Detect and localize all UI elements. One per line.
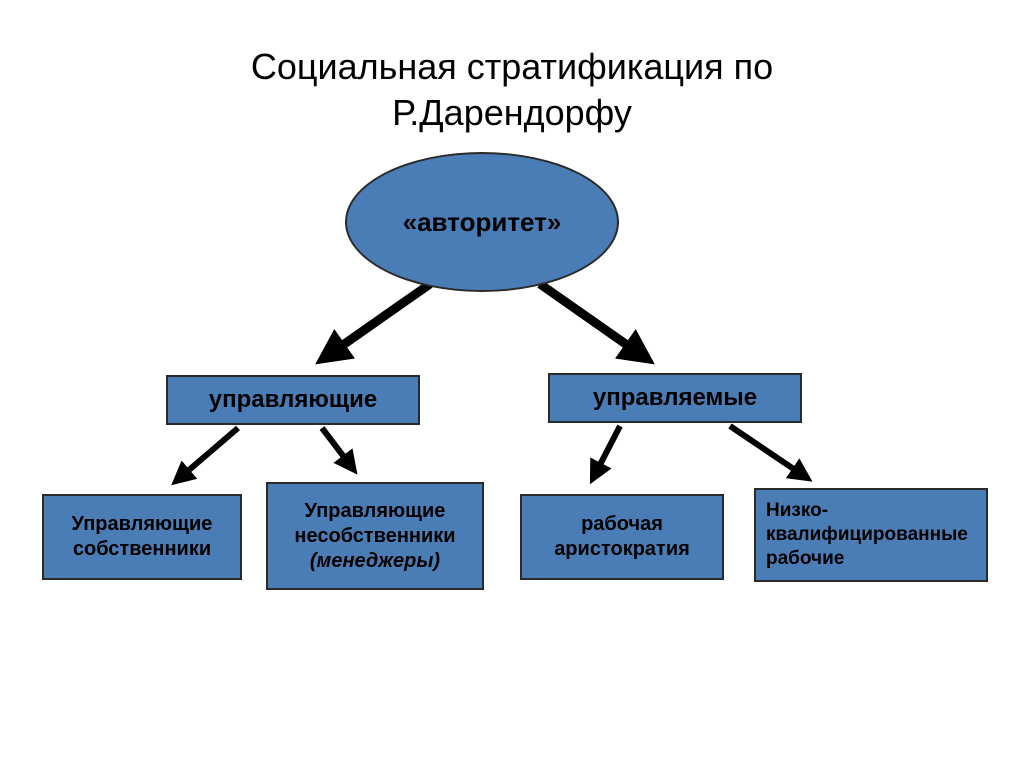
diagram-canvas: Социальная стратификация по Р.Дарендорфу…: [0, 0, 1024, 767]
node-labor-aristocracy: рабочаяаристократия: [520, 494, 724, 580]
node-root-label: «авторитет»: [403, 206, 562, 239]
node-labor-aristocracy-label: рабочаяаристократия: [554, 512, 690, 562]
node-managers-label: управляющие: [209, 385, 377, 415]
arrows-layer: [0, 0, 1024, 767]
node-managed-label: управляемые: [593, 383, 757, 413]
node-owner-managers: Управляющиесобственники: [42, 494, 242, 580]
node-managed: управляемые: [548, 373, 802, 423]
node-root-authority: «авторитет»: [345, 152, 619, 292]
node-owner-managers-label: Управляющиесобственники: [72, 512, 213, 562]
node-low-skilled-workers: Низко-квалифицированные рабочие: [754, 488, 988, 582]
node-nonowner-managers: Управляющиенесобственники(менеджеры): [266, 482, 484, 590]
node-managers: управляющие: [166, 375, 420, 425]
node-low-skilled-workers-label: Низко-квалифицированные рабочие: [766, 499, 968, 570]
node-nonowner-managers-label: Управляющиенесобственники(менеджеры): [294, 499, 455, 574]
